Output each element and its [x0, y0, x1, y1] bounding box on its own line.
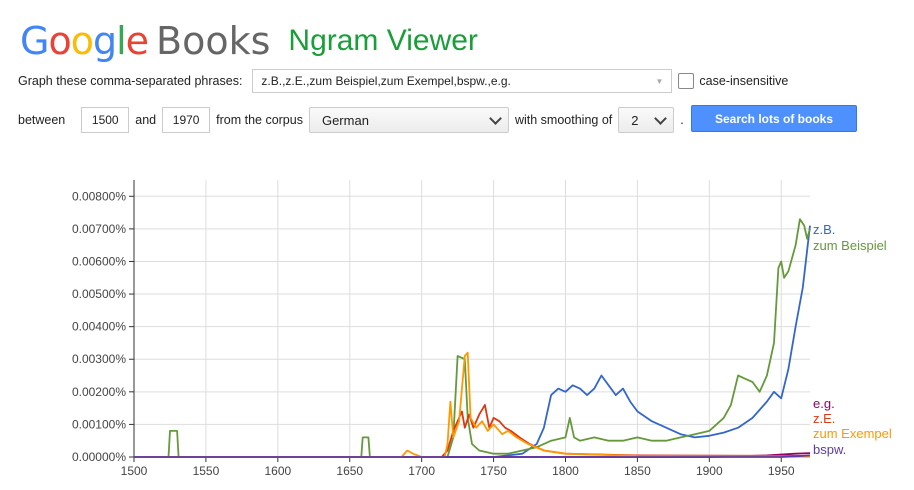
- start-year-value: 1500: [91, 113, 119, 127]
- smoothing-select[interactable]: 2: [618, 107, 675, 133]
- x-tick-label: 1850: [624, 464, 651, 478]
- legend-label: zum Beispiel: [813, 238, 887, 253]
- phrases-value: z.B.,z.E.,zum Beispiel,zum Exempel,bspw.…: [261, 74, 511, 88]
- options-row: between 1500 and 1970 from the corpus Ge…: [18, 106, 898, 134]
- series-line: [134, 454, 811, 458]
- legend-label: z.E.: [813, 411, 835, 426]
- query-row: Graph these comma-separated phrases: z.B…: [18, 68, 898, 94]
- phrases-label: Graph these comma-separated phrases:: [18, 74, 243, 88]
- logo-letter: o: [70, 19, 94, 63]
- corpus-select[interactable]: German: [308, 107, 509, 133]
- period-text: .: [680, 113, 684, 127]
- case-insensitive-checkbox[interactable]: [678, 73, 695, 89]
- x-tick-label: 1600: [264, 464, 291, 478]
- logo-letter: g: [92, 19, 117, 63]
- books-logo[interactable]: Books: [156, 19, 271, 63]
- x-tick-label: 1500: [121, 464, 148, 478]
- y-tick-label: 0.00000%: [72, 450, 126, 464]
- chevron-down-icon: [654, 111, 668, 125]
- app-title: Ngram Viewer: [288, 24, 478, 57]
- y-tick-label: 0.00200%: [72, 385, 126, 399]
- x-tick-label: 1550: [193, 464, 220, 478]
- y-tick-label: 0.00300%: [72, 352, 126, 366]
- x-tick-label: 1750: [480, 464, 507, 478]
- legend-label: bspw.: [813, 442, 846, 457]
- end-year-input[interactable]: 1970: [162, 107, 211, 133]
- y-tick-label: 0.00800%: [72, 189, 126, 203]
- legend-label: z.B.: [813, 222, 835, 237]
- x-tick-label: 1650: [336, 464, 363, 478]
- chevron-down-icon: [489, 111, 502, 125]
- logo-letter: o: [48, 19, 71, 63]
- between-label: between: [18, 113, 66, 127]
- ngram-chart: 0.00000% 0.00100% 0.00200% 0.00300% 0.00400%…: [72, 180, 892, 478]
- y-tick-label: 0.00600%: [72, 254, 126, 268]
- y-tick-label: 0.00400%: [72, 320, 126, 334]
- search-button[interactable]: Search lots of books: [691, 105, 857, 132]
- x-tick-label: 1900: [696, 464, 723, 478]
- and-label: and: [135, 113, 157, 127]
- legend-label: e.g.: [813, 396, 835, 411]
- smoothing-value: 2: [631, 112, 639, 128]
- x-tick-label: 1950: [768, 464, 795, 478]
- app-header: Google Books Ngram Viewer: [20, 8, 478, 60]
- y-tick-label: 0.00100%: [72, 417, 126, 431]
- legend-label: zum Exempel: [813, 426, 892, 441]
- x-tick-label: 1700: [408, 464, 435, 478]
- smoothing-label: with smoothing of: [514, 113, 613, 127]
- logo-letter: G: [20, 19, 49, 63]
- corpus-value: German: [321, 112, 369, 128]
- phrases-input[interactable]: z.B.,z.E.,zum Beispiel,zum Exempel,bspw.…: [252, 69, 673, 93]
- y-tick-label: 0.00700%: [72, 222, 126, 236]
- dropdown-caret-icon[interactable]: ▼: [655, 76, 664, 86]
- start-year-input[interactable]: 1500: [81, 107, 130, 133]
- logo-letter: e: [125, 19, 149, 63]
- y-tick-label: 0.00500%: [72, 287, 126, 301]
- series-line: [134, 225, 811, 458]
- search-button-label: Search lots of books: [714, 111, 834, 126]
- case-insensitive-label[interactable]: case-insensitive: [699, 74, 789, 88]
- corpus-label: from the corpus: [216, 113, 303, 127]
- google-logo[interactable]: Google: [20, 19, 149, 63]
- x-tick-label: 1800: [552, 464, 579, 478]
- logo-letter: l: [116, 19, 127, 63]
- end-year-value: 1970: [172, 113, 200, 127]
